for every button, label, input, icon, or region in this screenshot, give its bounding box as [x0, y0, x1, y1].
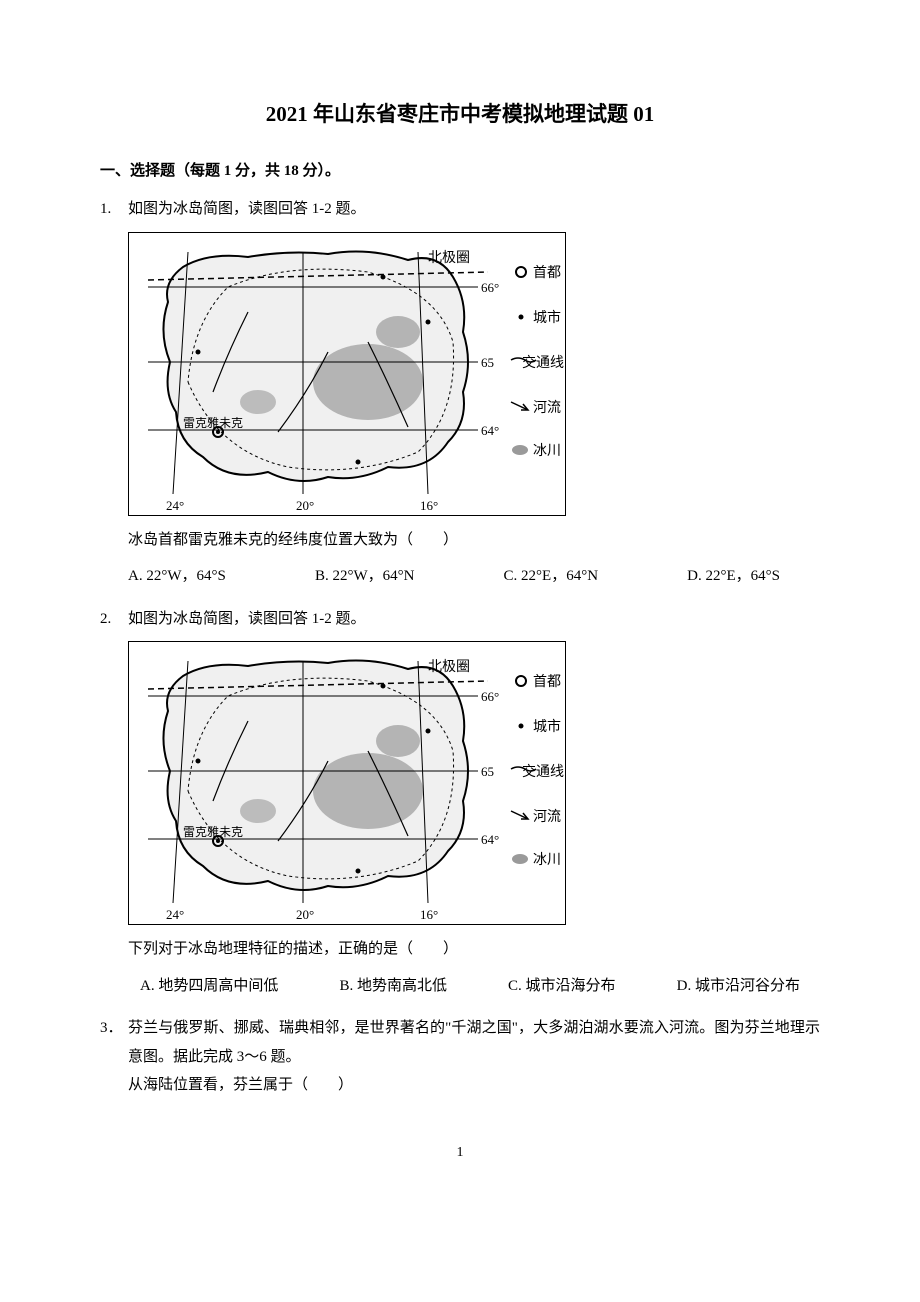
question-2-sub: 下列对于冰岛地理特征的描述，正确的是（ ）: [128, 935, 820, 964]
choice-2-b: B. 地势南高北低: [339, 972, 447, 1001]
svg-text:24°: 24°: [166, 907, 184, 922]
question-1-intro: 如图为冰岛简图，读图回答 1-2 题。: [128, 195, 820, 224]
capital-label: 雷克雅未克: [183, 415, 243, 430]
arctic-label: 北极圈: [428, 250, 470, 266]
svg-text:冰川: 冰川: [533, 443, 561, 459]
question-2-choices: A. 地势四周高中间低 B. 地势南高北低 C. 城市沿海分布 D. 城市沿河谷…: [128, 972, 820, 1001]
svg-text:河流: 河流: [533, 400, 561, 416]
svg-text:65: 65: [481, 355, 494, 370]
svg-text:首都: 首都: [533, 674, 561, 690]
svg-text:河流: 河流: [533, 809, 561, 825]
choice-2-a: A. 地势四周高中间低: [140, 972, 278, 1001]
choice-2-d: D. 城市沿河谷分布: [677, 972, 800, 1001]
svg-text:雷克雅未克: 雷克雅未克: [183, 824, 243, 839]
svg-text:16°: 16°: [420, 907, 438, 922]
svg-text:城市: 城市: [533, 718, 561, 735]
question-3-sub: 从海陆位置看，芬兰属于（ ）: [128, 1071, 820, 1100]
svg-text:20°: 20°: [296, 907, 314, 922]
svg-text:20°: 20°: [296, 498, 314, 513]
choice-1-c: C. 22°E，64°N: [504, 562, 599, 591]
page-title: 2021 年山东省枣庄市中考模拟地理试题 01: [100, 95, 820, 135]
choice-1-d: D. 22°E，64°S: [687, 562, 780, 591]
svg-text:64°: 64°: [481, 832, 499, 847]
question-2-intro: 如图为冰岛简图，读图回答 1-2 题。: [128, 605, 820, 634]
section-header: 一、选择题（每题 1 分，共 18 分）。: [100, 157, 820, 186]
question-2: 2. 如图为冰岛简图，读图回答 1-2 题。 北极圈 66° 65: [128, 605, 820, 1001]
page-number: 1: [100, 1140, 820, 1167]
svg-text:66°: 66°: [481, 689, 499, 704]
svg-text:65: 65: [481, 764, 494, 779]
svg-text:16°: 16°: [420, 498, 438, 513]
svg-text:交通线: 交通线: [522, 354, 564, 371]
question-2-number: 2.: [100, 605, 120, 634]
question-1-choices: A. 22°W，64°S B. 22°W，64°N C. 22°E，64°N D…: [128, 562, 820, 591]
choice-1-b: B. 22°W，64°N: [315, 562, 415, 591]
svg-text:66°: 66°: [481, 280, 499, 295]
question-1-sub: 冰岛首都雷克雅未克的经纬度位置大致为（ ）: [128, 526, 820, 555]
svg-text:24°: 24°: [166, 498, 184, 513]
svg-text:64°: 64°: [481, 423, 499, 438]
question-1-number: 1.: [100, 195, 120, 224]
svg-text:城市: 城市: [533, 309, 561, 326]
question-1: 1. 如图为冰岛简图，读图回答 1-2 题。 北极圈 66°: [128, 195, 820, 591]
choice-1-a: A. 22°W，64°S: [128, 562, 226, 591]
question-3-number: 3．: [100, 1014, 128, 1071]
svg-text:北极圈: 北极圈: [428, 659, 470, 675]
question-3: 3． 芬兰与俄罗斯、挪威、瑞典相邻，是世界著名的"千湖之国"，大多湖泊湖水要流入…: [100, 1014, 820, 1100]
map-figure-2: 北极圈 66° 65 64° 24° 20° 16°: [128, 641, 820, 925]
svg-text:首都: 首都: [533, 265, 561, 281]
svg-text:冰川: 冰川: [533, 852, 561, 868]
svg-text:交通线: 交通线: [522, 763, 564, 780]
map-figure-1: 北极圈 66° 65 64° 24° 20° 16°: [128, 232, 820, 516]
choice-2-c: C. 城市沿海分布: [508, 972, 616, 1001]
question-3-intro: 芬兰与俄罗斯、挪威、瑞典相邻，是世界著名的"千湖之国"，大多湖泊湖水要流入河流。…: [128, 1014, 820, 1071]
